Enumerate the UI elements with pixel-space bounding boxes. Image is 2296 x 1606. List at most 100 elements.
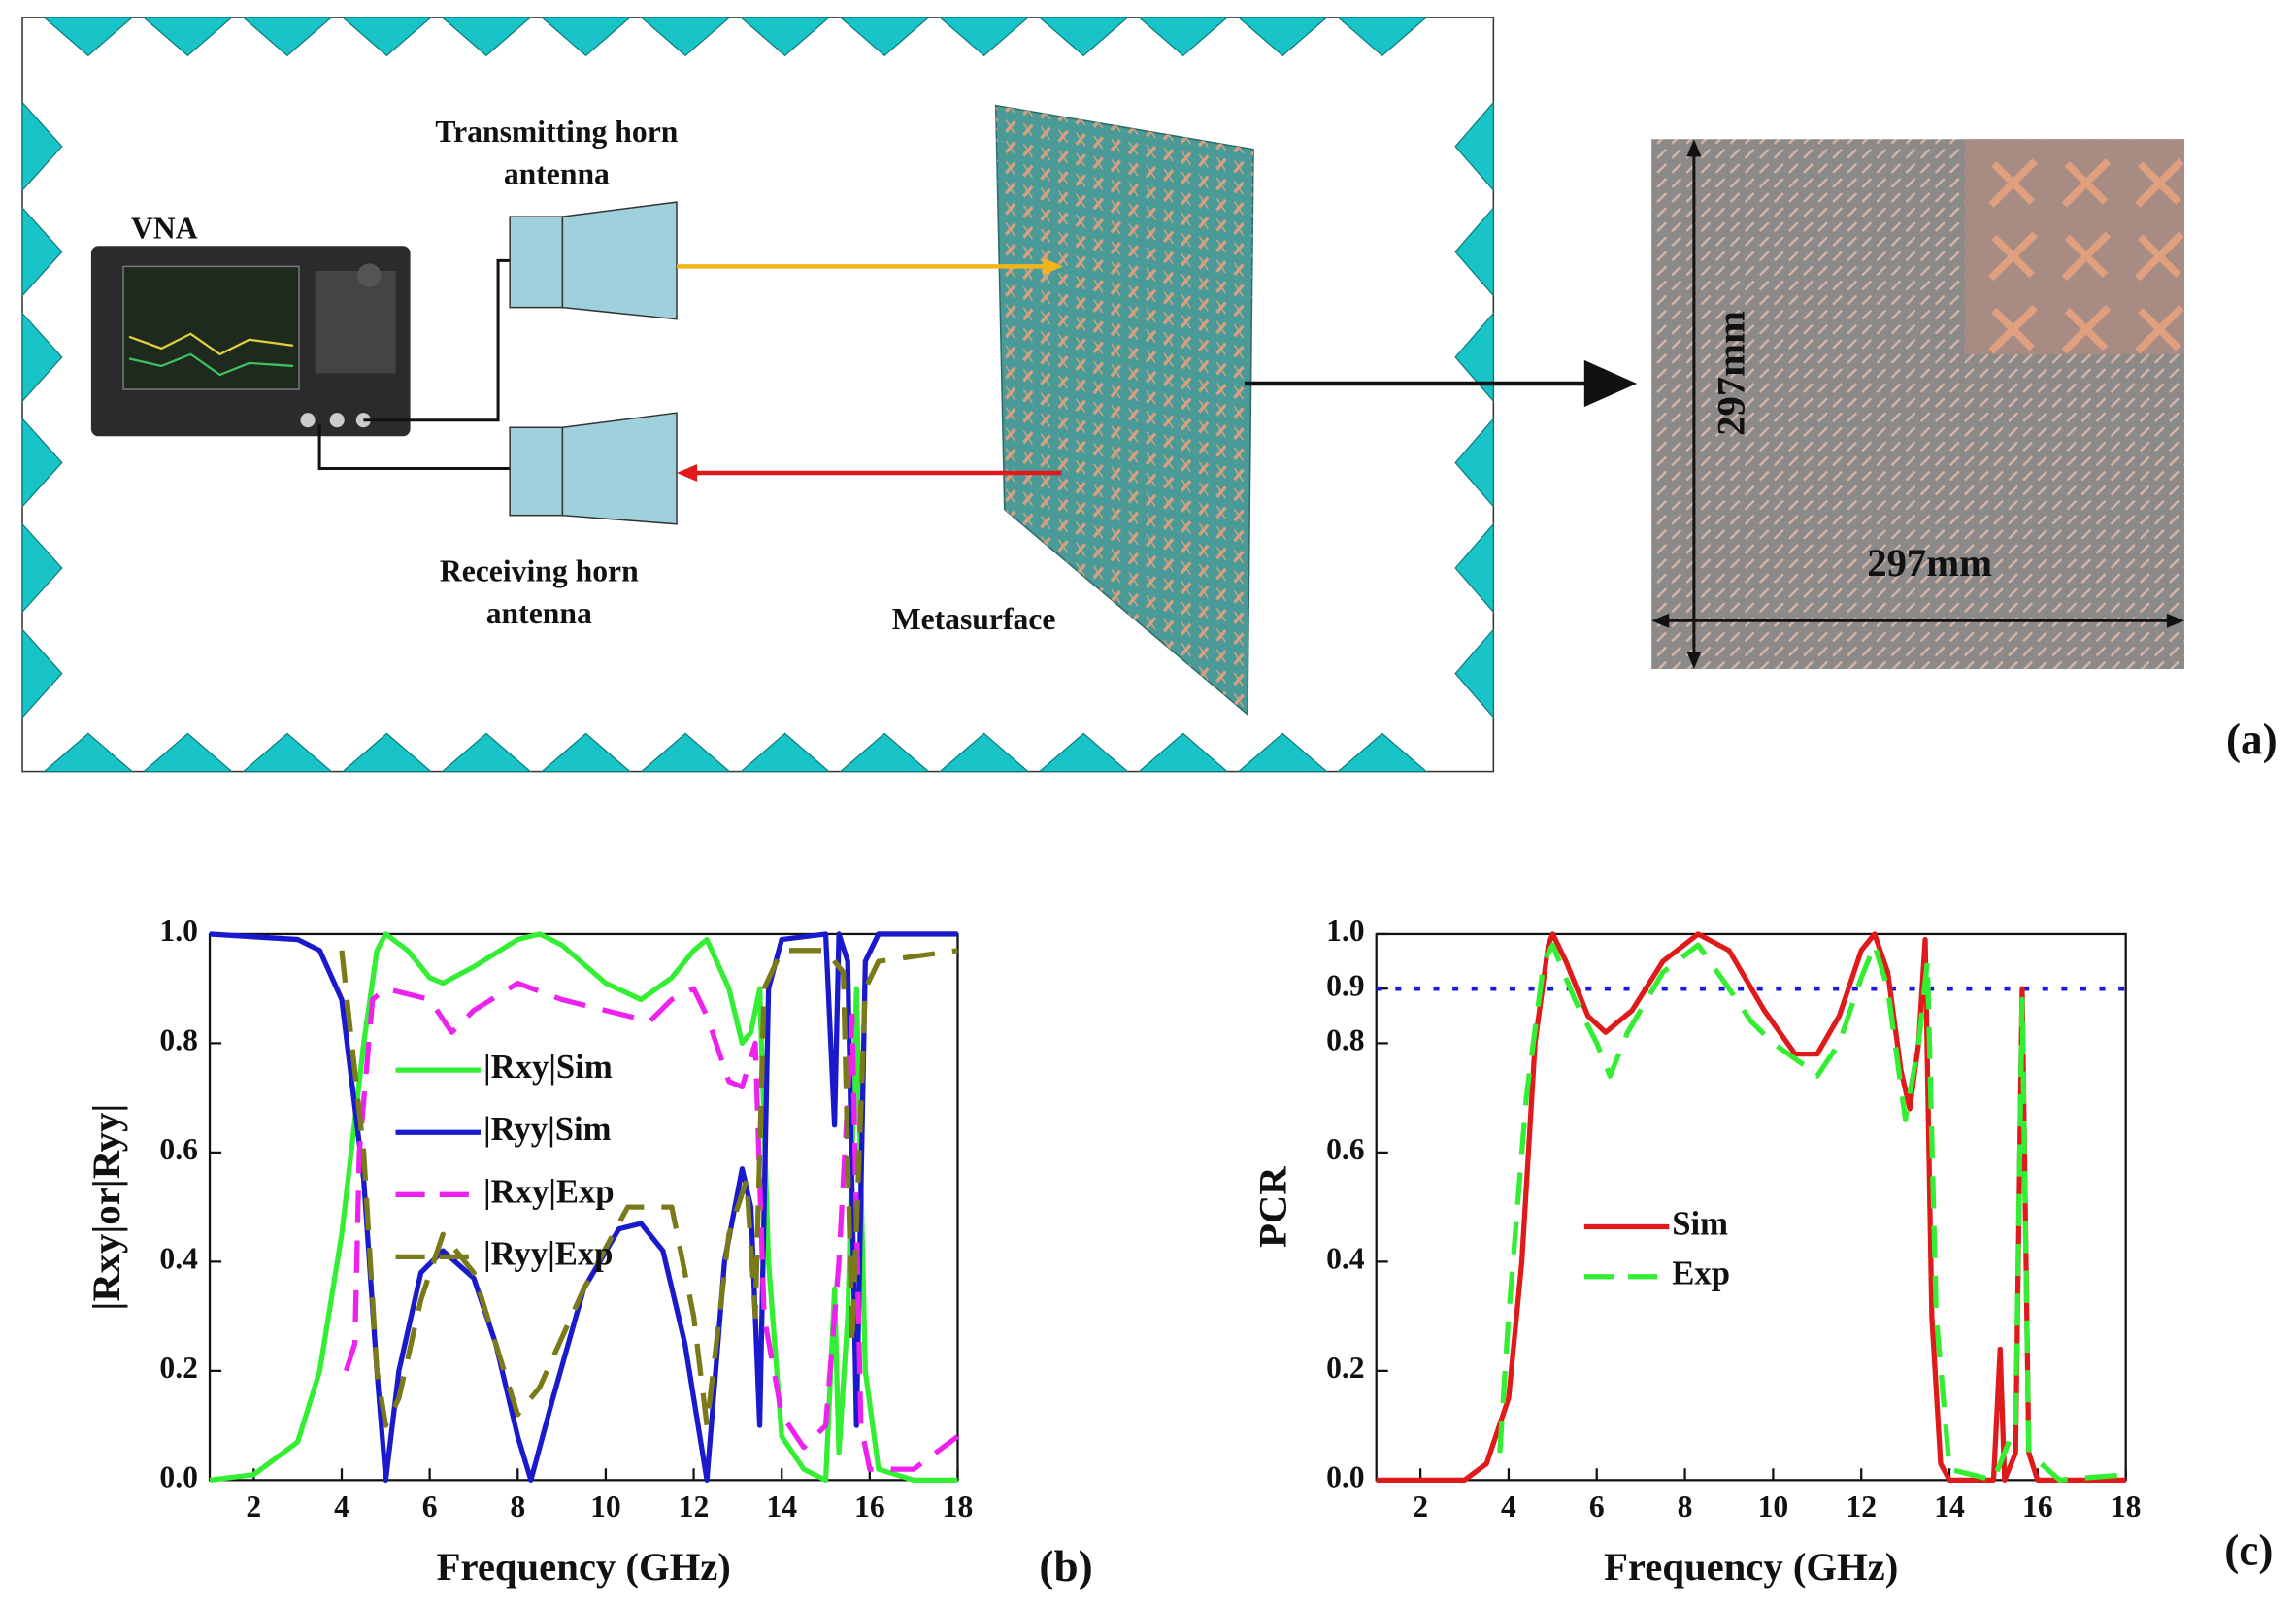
border-triangle	[341, 17, 433, 57]
y-tick-label: 0.6	[159, 1132, 198, 1166]
border-triangle	[21, 206, 63, 298]
border-triangle	[1454, 312, 1494, 403]
border-triangle	[1237, 17, 1329, 57]
border-triangle	[1137, 732, 1229, 773]
x-tick-label: 10	[1758, 1489, 1789, 1523]
border-triangle	[43, 732, 134, 773]
border-triangle	[938, 732, 1030, 773]
y-tick-label: 1.0	[1326, 914, 1365, 948]
border-triangle	[1336, 17, 1428, 57]
border-triangle	[142, 732, 234, 773]
plot-frame	[208, 932, 959, 1482]
border-triangle	[1137, 17, 1229, 57]
border-triangle	[142, 17, 234, 57]
y-tick-label: 0.0	[159, 1460, 198, 1494]
rx-horn	[509, 412, 678, 525]
x-tick-label: 16	[854, 1489, 885, 1523]
x-tick-label: 4	[334, 1489, 349, 1523]
x-tick-label: 14	[766, 1489, 797, 1523]
y-tick-label: 1.0	[159, 914, 198, 948]
x-tick-label: 8	[1678, 1489, 1693, 1523]
diagram-labels: VNA Transmitting horn antenna Receiving …	[131, 115, 2278, 763]
series-line	[1376, 931, 2126, 1483]
legend-label: |Rxy|Exp	[483, 1173, 615, 1210]
border-triangle	[1454, 627, 1494, 719]
border-triangle	[341, 732, 433, 773]
series-line	[1497, 942, 2126, 1483]
series-line	[344, 980, 960, 1472]
border-triangle	[1454, 522, 1494, 614]
border-triangle	[640, 732, 731, 773]
border-triangle	[21, 417, 63, 509]
y-tick-label: 0.0	[1326, 1460, 1365, 1494]
border-triangle	[739, 732, 831, 773]
panel-label: (b)	[1039, 1542, 1092, 1590]
border-triangle	[21, 312, 63, 403]
legend-label: Exp	[1672, 1255, 1730, 1292]
x-tick-label: 18	[2111, 1489, 2142, 1523]
border-triangle	[839, 17, 930, 57]
vna-device	[90, 246, 511, 470]
x-tick-label: 16	[2022, 1489, 2053, 1523]
x-tick-label: 2	[1413, 1489, 1428, 1523]
tx-horn	[509, 201, 678, 320]
x-tick-label: 12	[679, 1489, 710, 1523]
border-triangle	[540, 17, 632, 57]
tx-label: antenna	[504, 157, 610, 191]
border-triangle	[739, 17, 831, 57]
x-axis-title: Frequency (GHz)	[1604, 1545, 1898, 1589]
y-tick-label: 0.8	[1326, 1023, 1365, 1057]
border-triangle	[21, 100, 63, 192]
tx-label: Transmitting horn	[435, 115, 678, 149]
width-label: 297mm	[1867, 541, 1992, 585]
sample-photo	[1651, 139, 2184, 670]
x-tick-label: 12	[1846, 1489, 1877, 1523]
x-tick-label: 6	[1589, 1489, 1605, 1523]
border-triangle	[938, 17, 1030, 57]
border-triangle	[540, 732, 632, 773]
x-tick-label: 18	[943, 1489, 974, 1523]
legend-label: |Ryy|Sim	[483, 1111, 612, 1148]
border-triangle	[640, 17, 731, 57]
series-line	[209, 931, 958, 1483]
series-line	[339, 948, 958, 1428]
series-line	[209, 931, 958, 1483]
x-tick-label: 6	[422, 1489, 438, 1523]
x-tick-label: 14	[1934, 1489, 1965, 1523]
y-tick-label: 0.8	[159, 1023, 198, 1057]
y-tick-label: 0.6	[1326, 1132, 1365, 1166]
x-axis-title: Frequency (GHz)	[437, 1545, 731, 1589]
legend-label: Sim	[1672, 1205, 1728, 1242]
panel-label: (c)	[2224, 1526, 2273, 1575]
border-triangle	[1454, 417, 1494, 509]
height-label: 297mm	[1709, 311, 1752, 436]
panel-label: (a)	[2226, 715, 2278, 763]
border-triangle	[441, 732, 532, 773]
rx-label: Receiving horn	[440, 553, 639, 587]
y-tick-label: 0.4	[1326, 1242, 1365, 1276]
y-axis-title: |Rxy|or|Ryy|	[84, 1104, 128, 1311]
x-tick-label: 8	[510, 1489, 525, 1523]
rx-label: antenna	[486, 596, 592, 630]
x-tick-label: 4	[1501, 1489, 1516, 1523]
border-triangle	[21, 627, 63, 719]
arrows	[677, 257, 1638, 483]
x-tick-label: 10	[590, 1489, 621, 1523]
border-triangle	[242, 732, 333, 773]
border-triangle	[43, 17, 134, 57]
legend-label: |Rxy|Sim	[483, 1049, 613, 1086]
border-triangle	[1336, 732, 1428, 773]
border-triangle	[1038, 732, 1130, 773]
x-tick-label: 2	[246, 1489, 261, 1523]
border-triangle	[242, 17, 333, 57]
y-tick-label: 0.4	[159, 1242, 198, 1276]
border-triangle	[839, 732, 930, 773]
y-tick-label: 0.2	[159, 1351, 198, 1385]
border-triangle	[1454, 206, 1494, 298]
legend-label: |Ryy|Exp	[483, 1235, 613, 1272]
border-triangle	[1454, 100, 1494, 192]
metasurface	[994, 104, 1254, 717]
y-tick-label: 0.2	[1326, 1351, 1365, 1385]
y-tick-label: 0.9	[1326, 968, 1365, 1002]
